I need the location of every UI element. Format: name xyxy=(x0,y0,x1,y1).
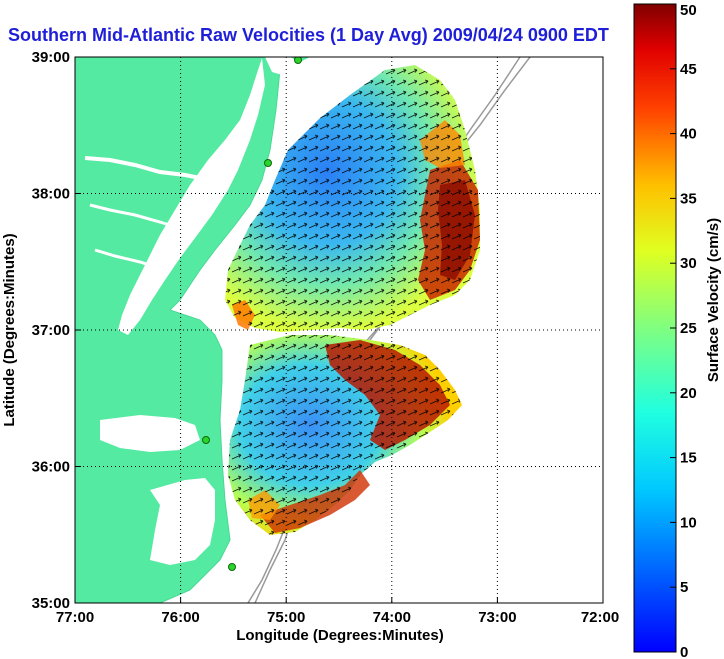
y-tick-label: 39:00 xyxy=(32,49,70,66)
y-tick-label: 36:00 xyxy=(32,459,70,476)
radar-station-marker xyxy=(228,563,236,571)
x-tick-label: 76:00 xyxy=(161,609,199,626)
x-tick-label: 74:00 xyxy=(373,609,411,626)
colorbar-tick-label: 30 xyxy=(680,255,697,272)
colorbar-ticks xyxy=(670,3,676,653)
y-axis-label: Latitude (Degrees:Minutes) xyxy=(1,233,18,426)
y-tick-label: 38:00 xyxy=(32,186,70,203)
colorbar-tick-label: 10 xyxy=(680,514,697,531)
map-title: Southern Mid-Atlantic Raw Velocities (1 … xyxy=(8,25,609,45)
colorbar xyxy=(633,3,677,653)
colorbar-tick-label: 5 xyxy=(680,579,688,596)
colorbar-label: Surface Velocity (cm/s) xyxy=(705,218,722,382)
colorbar-tick-label: 40 xyxy=(680,126,697,143)
potomac-river xyxy=(84,156,211,182)
y-tick-label: 35:00 xyxy=(32,595,70,612)
rappahannock-river xyxy=(89,203,186,232)
x-axis-label: Longitude (Degrees:Minutes) xyxy=(236,627,444,644)
colorbar-tick-label: 45 xyxy=(680,61,697,78)
radar-station-marker xyxy=(264,159,272,167)
map-grid xyxy=(75,57,603,603)
radar-station-marker xyxy=(202,436,210,444)
y-tick-label: 37:00 xyxy=(32,322,70,339)
radar-station-marker xyxy=(294,57,302,64)
velocity-arrows-north xyxy=(225,65,480,332)
x-tick-label: 77:00 xyxy=(56,609,94,626)
colorbar-tick-label: 25 xyxy=(680,320,697,337)
colorbar-tick-label: 50 xyxy=(680,2,697,19)
colorbar-tick-label: 35 xyxy=(680,190,697,207)
albemarle-sound xyxy=(100,415,200,452)
x-tick-label: 72:00 xyxy=(581,609,619,626)
york-river xyxy=(94,248,166,272)
pamlico-sound xyxy=(150,478,215,565)
x-tick-label: 75:00 xyxy=(267,609,305,626)
delaware-bay xyxy=(265,57,290,75)
colorbar-tick-label: 20 xyxy=(680,385,697,402)
x-tick-label: 73:00 xyxy=(478,609,516,626)
colorbar-tick-label: 0 xyxy=(680,644,688,659)
colorbar-tick-label: 15 xyxy=(680,450,697,467)
